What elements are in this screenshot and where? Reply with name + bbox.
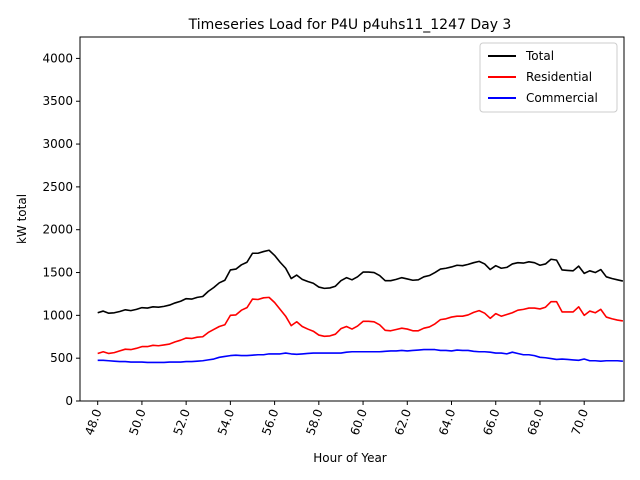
y-tick-label: 500 <box>50 351 73 365</box>
y-tick-label: 3000 <box>42 137 73 151</box>
x-tick-label: 48.0 <box>82 407 104 437</box>
x-axis-label: Hour of Year <box>313 451 387 465</box>
x-tick-label: 52.0 <box>171 407 193 437</box>
y-tick-label: 2500 <box>42 180 73 194</box>
y-axis: 0 500 1000 1500 2000 2500 3000 3500 4000 <box>42 51 80 408</box>
legend-label-commercial: Commercial <box>526 91 598 105</box>
y-tick-label: 1000 <box>42 308 73 322</box>
legend-label-total: Total <box>525 49 554 63</box>
chart-title: Timeseries Load for P4U p4uhs11_1247 Day… <box>188 17 512 33</box>
y-tick-label: 1500 <box>42 266 73 280</box>
x-tick-label: 58.0 <box>303 407 325 437</box>
series-line-residential <box>97 296 624 355</box>
y-tick-label: 4000 <box>42 51 73 65</box>
series-line-total <box>97 249 624 315</box>
x-tick-label: 60.0 <box>348 407 370 437</box>
series-line-commercial <box>97 348 623 364</box>
x-tick-label: 70.0 <box>569 407 591 437</box>
x-tick-label: 56.0 <box>259 407 281 437</box>
series-layer <box>97 249 624 364</box>
y-axis-label: kW total <box>15 194 29 244</box>
x-tick-label: 62.0 <box>392 407 414 437</box>
legend: Total Residential Commercial <box>479 42 618 113</box>
y-tick-label: 0 <box>65 394 73 408</box>
y-tick-label: 3500 <box>42 94 73 108</box>
x-axis: 48.0 50.0 52.0 54.0 56.0 58.0 60.0 62.0 64.0 66.0… <box>82 401 591 437</box>
x-tick-label: 50.0 <box>126 407 148 437</box>
y-tick-label: 2000 <box>42 223 73 237</box>
x-tick-label: 54.0 <box>215 407 237 437</box>
x-tick-label: 66.0 <box>480 407 502 437</box>
legend-label-residential: Residential <box>526 70 592 84</box>
x-tick-label: 64.0 <box>436 407 458 437</box>
x-tick-label: 68.0 <box>524 407 546 437</box>
legend-box <box>479 42 618 113</box>
